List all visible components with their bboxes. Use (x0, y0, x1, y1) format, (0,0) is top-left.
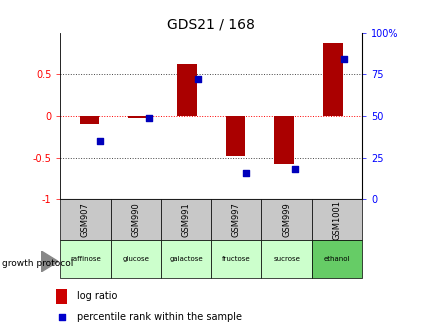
Bar (225, 116, 245, 156)
Text: GSM999: GSM999 (282, 202, 290, 237)
Text: growth protocol: growth protocol (2, 259, 74, 268)
Text: GSM997: GSM997 (231, 202, 240, 237)
Text: galactose: galactose (169, 256, 203, 262)
Bar (177, 63, 196, 116)
Bar (261, 240, 311, 278)
Polygon shape (41, 251, 58, 272)
Bar (160, 240, 211, 278)
Text: raffinose: raffinose (70, 256, 101, 262)
Bar (274, 116, 293, 164)
Title: GDS21 / 168: GDS21 / 168 (167, 18, 255, 31)
Point (291, 167, 298, 172)
Bar (111, 199, 160, 240)
Bar (56, 289, 67, 304)
Bar (322, 43, 342, 116)
Text: log ratio: log ratio (77, 291, 117, 301)
Bar (128, 116, 147, 118)
Bar (60, 199, 111, 240)
Text: ethanol: ethanol (323, 256, 349, 262)
Bar (311, 240, 361, 278)
Text: GSM990: GSM990 (131, 202, 140, 237)
Point (339, 57, 346, 62)
Text: GSM907: GSM907 (81, 202, 90, 237)
Bar (80, 116, 99, 124)
Point (194, 77, 200, 82)
Text: glucose: glucose (122, 256, 149, 262)
Point (145, 115, 152, 120)
Point (242, 170, 249, 175)
Point (97, 139, 104, 144)
Bar (160, 199, 211, 240)
Point (58, 314, 65, 319)
Bar (111, 240, 160, 278)
Bar (261, 199, 311, 240)
Bar (211, 199, 261, 240)
Text: sucrose: sucrose (273, 256, 299, 262)
Text: percentile rank within the sample: percentile rank within the sample (77, 312, 242, 322)
Text: GSM991: GSM991 (181, 202, 190, 237)
Bar (311, 199, 361, 240)
Bar (60, 240, 111, 278)
Bar (211, 240, 261, 278)
Text: GSM1001: GSM1001 (332, 200, 341, 240)
Text: fructose: fructose (221, 256, 250, 262)
